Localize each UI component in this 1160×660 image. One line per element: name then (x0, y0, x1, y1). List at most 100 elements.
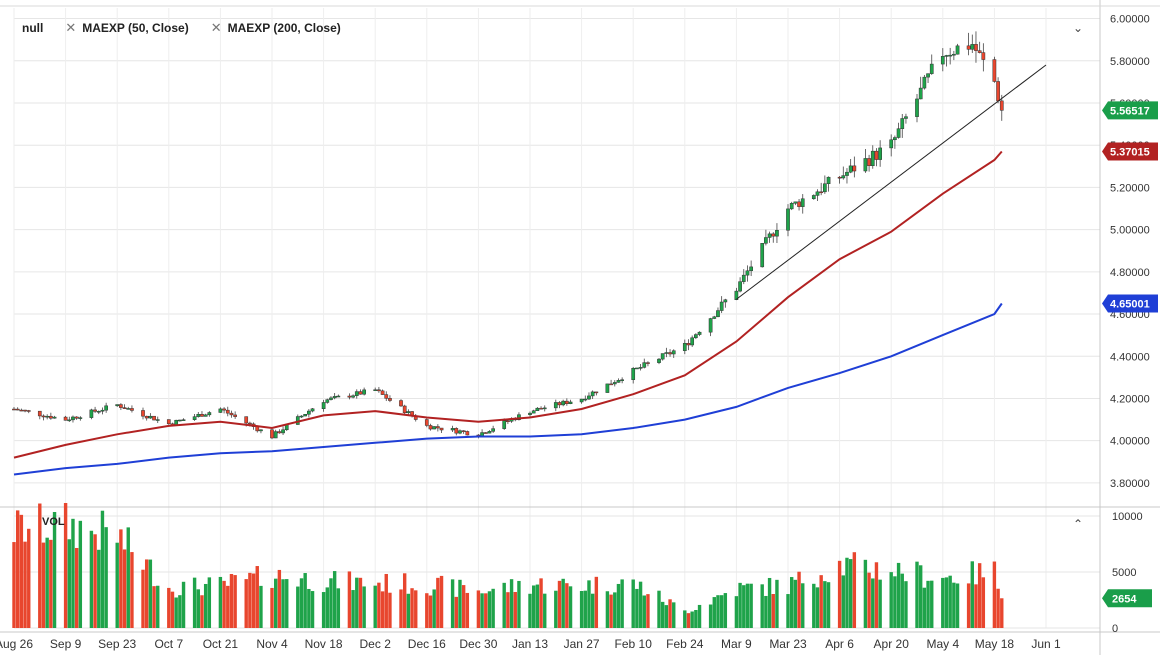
volume-bar (926, 580, 930, 628)
volume-bar (528, 593, 532, 628)
candle-body (996, 81, 1000, 102)
candle-body (955, 45, 960, 55)
candle-body (635, 367, 639, 370)
volume-bar (966, 583, 971, 628)
candle-body (424, 419, 429, 426)
volume-bar (299, 578, 304, 628)
volume-bar (690, 611, 694, 628)
candle-body (531, 410, 536, 414)
price-badge (1102, 294, 1158, 313)
volume-bar (579, 591, 584, 628)
volume-bar (697, 604, 702, 628)
candle-body (377, 389, 381, 392)
candle-body (450, 428, 455, 431)
candle-body (336, 395, 341, 398)
volume-bar (863, 559, 868, 628)
legend-symbol[interactable]: null (22, 21, 43, 35)
candle-body (192, 416, 197, 420)
candle-body (940, 56, 945, 65)
volume-bar (513, 591, 517, 628)
volume-bar (428, 595, 433, 628)
volume-bar (878, 579, 882, 628)
volume-bar (270, 587, 274, 628)
volume-bar (126, 527, 130, 628)
volume-bar (952, 582, 956, 628)
volume-bar (506, 592, 510, 628)
time-tick-label: Apr 20 (874, 637, 910, 651)
legend-item-ma50[interactable]: ✕ MAEXP (50, Close) (65, 20, 188, 36)
volume-bar (255, 566, 259, 628)
candle-body (432, 426, 437, 430)
chevron-down-icon[interactable]: ⌄ (1072, 21, 1084, 35)
volume-bar (296, 586, 300, 628)
candle-body (207, 412, 212, 416)
candle-body (904, 116, 908, 119)
candle-body (568, 401, 573, 405)
chevron-up-icon[interactable]: ⌃ (1072, 517, 1084, 531)
close-icon[interactable]: ✕ (65, 20, 77, 35)
candle-body (723, 299, 728, 303)
candle-body (12, 408, 16, 411)
volume-bar (203, 583, 208, 628)
candle-body (155, 419, 160, 421)
candle-body (307, 410, 311, 415)
close-icon[interactable]: ✕ (210, 20, 222, 35)
volume-bar (63, 502, 68, 628)
candle-body (863, 158, 868, 172)
volume-bar (229, 574, 234, 628)
candle-body (63, 416, 68, 421)
volume-bar (786, 594, 790, 628)
time-tick-label: Nov 18 (305, 637, 343, 651)
candle-body (845, 171, 849, 176)
candle-body (506, 420, 510, 423)
volume-bar (277, 569, 282, 628)
candle-body (944, 55, 949, 57)
volume-bar (144, 559, 149, 628)
volume-bar (222, 580, 226, 628)
volume-bar (517, 580, 521, 628)
price-badge (1102, 101, 1158, 120)
volume-bar (848, 559, 853, 628)
candle-body (594, 391, 599, 394)
candle-body (281, 429, 285, 434)
candle-body (697, 331, 702, 335)
candle-body (764, 237, 768, 244)
price-badge-label: 4.65001 (1110, 298, 1150, 310)
volume-bar (233, 575, 237, 628)
candle-body (465, 431, 470, 436)
volume-bar (307, 588, 311, 628)
candle-body (233, 414, 237, 417)
volume-bar (683, 610, 687, 628)
candle-body (557, 402, 562, 406)
volume-bar (694, 610, 698, 628)
volume-bar (45, 537, 49, 628)
candle-body (638, 367, 643, 369)
candle-body (841, 175, 846, 179)
candle-body (347, 395, 352, 398)
candle-body (609, 383, 613, 386)
volume-bar (218, 576, 223, 628)
volume-bar (764, 595, 768, 628)
candle-body (303, 414, 308, 417)
volume-bar (458, 579, 462, 628)
candle-body (789, 203, 794, 210)
candle-body (668, 352, 672, 355)
volume-bar (373, 585, 377, 628)
candle-body (122, 407, 127, 409)
candle-body (218, 408, 223, 413)
legend-item-ma200[interactable]: ✕ MAEXP (200, Close) (211, 20, 341, 36)
candle-body (388, 398, 392, 401)
candle-body (918, 87, 923, 100)
candle-body (96, 411, 101, 413)
volume-bar (130, 552, 134, 628)
volume-bar (609, 594, 613, 628)
candle-body (893, 137, 897, 141)
volume-bar (325, 587, 329, 628)
price-tick-label: 4.20000 (1110, 393, 1150, 405)
candle-body (402, 405, 407, 414)
candle-body (561, 400, 566, 406)
candle-body (41, 415, 46, 418)
volume-tick-label: 0 (1112, 623, 1118, 635)
